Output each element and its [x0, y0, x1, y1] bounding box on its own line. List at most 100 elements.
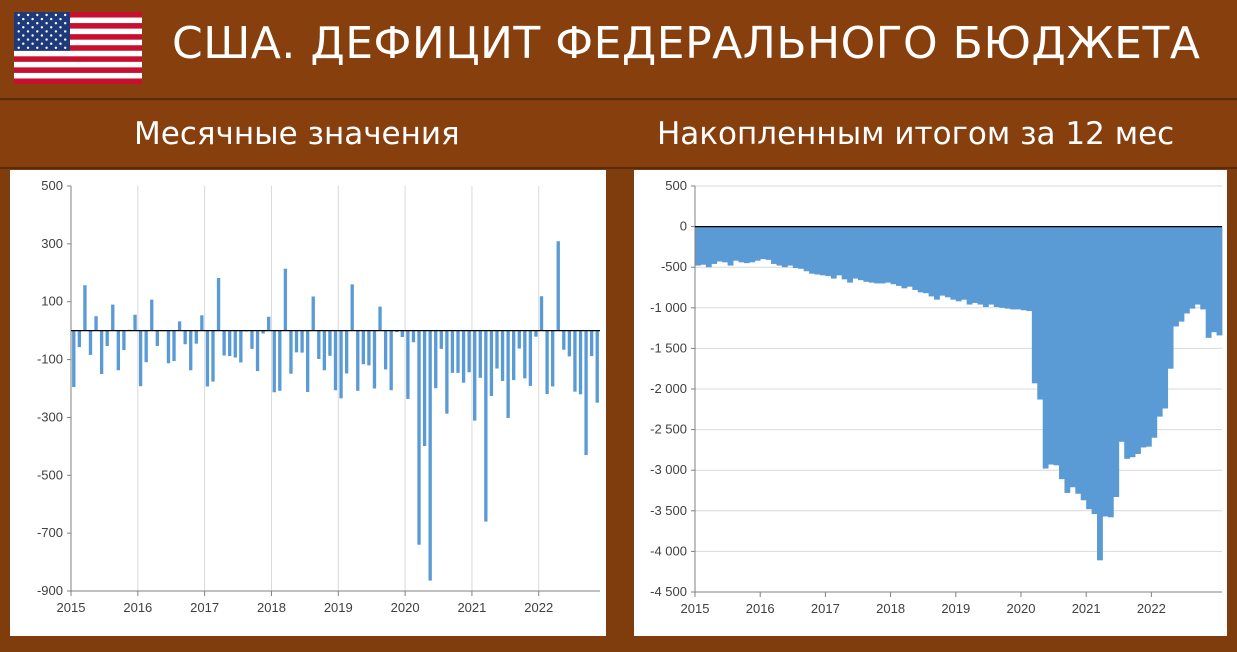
- x-tick-label: 2019: [941, 601, 970, 616]
- bar: [545, 330, 549, 394]
- x-tick-label: 2021: [1072, 601, 1101, 616]
- bar: [356, 330, 360, 391]
- bar: [950, 226, 957, 300]
- bar: [988, 226, 995, 305]
- bar: [868, 226, 875, 283]
- bar: [278, 330, 282, 391]
- bar: [500, 330, 505, 381]
- x-tick-label: 2020: [391, 600, 420, 615]
- y-tick-label: -2 500: [650, 422, 687, 437]
- bar: [1064, 226, 1071, 493]
- y-tick-label: -4 500: [650, 584, 687, 599]
- bar: [372, 330, 377, 389]
- bar: [478, 330, 482, 378]
- bar: [155, 330, 159, 346]
- bar: [830, 226, 837, 279]
- chart-title-cumulative: Накопленным итогом за 12 мес: [657, 116, 1175, 152]
- bar: [445, 330, 449, 414]
- y-tick-label: -1 500: [650, 340, 687, 355]
- bars: [72, 241, 599, 581]
- bar: [1211, 226, 1217, 333]
- bar: [1200, 226, 1207, 310]
- divider: [0, 167, 1237, 169]
- y-tick-label: -3 000: [650, 462, 687, 477]
- y-tick-label: -2 000: [650, 381, 687, 396]
- bar: [517, 330, 521, 349]
- bar: [200, 315, 204, 331]
- y-tick-label: 0: [680, 219, 687, 234]
- bar: [289, 330, 293, 374]
- y-tick-label: -700: [37, 525, 63, 540]
- bar: [1097, 226, 1103, 561]
- chart-title-monthly: Месячные значения: [134, 116, 460, 152]
- bar: [1031, 226, 1038, 384]
- bar: [1102, 226, 1109, 517]
- y-tick-label: 300: [41, 236, 63, 251]
- bar: [825, 226, 832, 277]
- bar: [803, 226, 810, 272]
- bar: [88, 330, 93, 355]
- bar: [955, 226, 962, 302]
- bar: [1173, 226, 1179, 327]
- bar: [1118, 226, 1125, 442]
- bar: [406, 330, 410, 399]
- bar: [584, 330, 588, 456]
- bar: [417, 330, 421, 545]
- y-tick-label: 100: [41, 294, 63, 309]
- bar: [1026, 226, 1033, 312]
- x-tick-label: 2018: [257, 600, 286, 615]
- title-band: США. ДЕФИЦИТ ФЕДЕРАЛЬНОГО БЮДЖЕТА: [0, 0, 1237, 98]
- y-tick-label: -4 000: [650, 543, 687, 558]
- bar: [350, 284, 354, 331]
- bar: [523, 330, 527, 379]
- bar: [1135, 226, 1141, 454]
- bar: [189, 330, 193, 371]
- bar: [1042, 226, 1049, 469]
- bar: [138, 330, 143, 387]
- bar: [1205, 226, 1212, 338]
- bar: [1086, 226, 1093, 510]
- bar: [77, 330, 82, 348]
- bar: [738, 226, 745, 263]
- bar: [716, 226, 723, 262]
- bar: [1037, 226, 1044, 400]
- x-tick-label: 2017: [190, 600, 219, 615]
- bar: [754, 226, 761, 261]
- bar: [228, 330, 232, 357]
- bar: [556, 241, 560, 331]
- bar: [305, 330, 310, 392]
- bar: [809, 226, 815, 274]
- bar: [1107, 226, 1114, 518]
- bar: [841, 226, 848, 280]
- bar: [1216, 226, 1223, 336]
- bar: [567, 330, 572, 357]
- bar: [422, 330, 427, 447]
- bar: [705, 226, 712, 268]
- bar: [205, 330, 210, 387]
- bar: [1189, 226, 1196, 309]
- bar: [322, 330, 327, 371]
- bar: [105, 330, 109, 346]
- monthly-chart-panel: 500 300 100 -100 -300 -500 -700 -900 2015 2016 201…: [10, 170, 606, 636]
- bar: [798, 226, 805, 269]
- bar: [1167, 226, 1174, 369]
- bar: [411, 330, 416, 343]
- bar: [255, 330, 260, 372]
- bar: [819, 226, 826, 276]
- bar: [294, 330, 299, 353]
- bar: [216, 277, 221, 331]
- bar: [771, 226, 777, 264]
- bar: [495, 330, 499, 369]
- bar: [272, 330, 276, 393]
- bar: [267, 316, 271, 331]
- bar: [1113, 226, 1120, 497]
- bar: [550, 330, 555, 387]
- bar: [890, 226, 897, 285]
- bar: [760, 226, 767, 260]
- y-tick-label: -1 000: [650, 300, 687, 315]
- bar: [194, 330, 198, 344]
- bar: [977, 226, 984, 305]
- bar: [361, 330, 366, 365]
- bar: [539, 296, 544, 331]
- bar: [874, 226, 881, 284]
